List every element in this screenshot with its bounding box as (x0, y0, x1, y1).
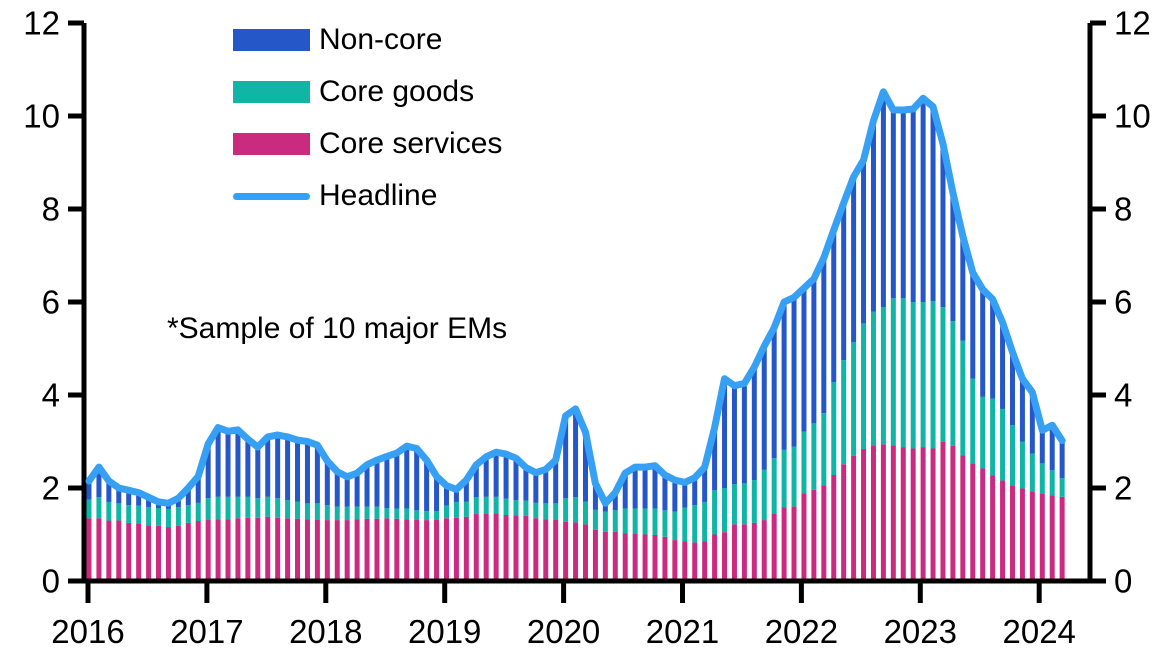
y-tick-label-left: 8 (42, 191, 60, 228)
y-tick-label-right: 2 (1114, 470, 1132, 507)
legend-item-core-goods: Core goods (233, 75, 502, 108)
y-tick-label-right: 4 (1114, 377, 1132, 414)
y-tick-label-left: 12 (23, 5, 60, 42)
y-tick-label-right: 8 (1114, 191, 1132, 228)
x-tick-label: 2022 (765, 613, 838, 650)
x-tick-label: 2018 (289, 613, 362, 650)
legend-item-core-services: Core services (233, 127, 502, 160)
x-tick-label: 2024 (1002, 613, 1075, 650)
core-goods-swatch-icon (233, 81, 310, 103)
y-tick-label-left: 4 (42, 377, 60, 414)
x-tick-label: 2017 (170, 613, 243, 650)
y-tick-label-left: 2 (42, 470, 60, 507)
legend-item-headline: Headline (233, 179, 502, 212)
y-tick-label-right: 6 (1114, 284, 1132, 321)
y-tick-label-right: 0 (1114, 563, 1132, 600)
legend: Non-core Core goods Core services Headli… (233, 23, 502, 236)
y-tick-label-right: 12 (1114, 5, 1151, 42)
stacked-bars (86, 91, 1065, 582)
y-tick-label-right: 10 (1114, 98, 1151, 135)
non-core-swatch-icon (233, 29, 310, 51)
legend-label: Headline (319, 179, 438, 212)
y-tick-label-left: 10 (23, 98, 60, 135)
core-services-swatch-icon (233, 133, 310, 155)
legend-label: Non-core (319, 23, 443, 56)
legend-item-non-core: Non-core (233, 23, 502, 56)
y-tick-label-left: 0 (42, 563, 60, 600)
x-ticks: 2016 2017 2018 2019 2020 2021 2022 2023 2024 (51, 583, 1076, 650)
sample-annotation: *Sample of 10 major EMs (167, 312, 508, 345)
y-ticks: 0 0 2 2 4 4 6 6 8 8 10 10 12 12 (23, 5, 1150, 600)
headline-line (85, 88, 1066, 507)
x-tick-label: 2020 (527, 613, 600, 650)
legend-label: Core goods (319, 75, 475, 108)
x-tick-label: 2023 (884, 613, 957, 650)
y-tick-label-left: 6 (42, 284, 60, 321)
legend-label: Core services (319, 127, 503, 160)
x-tick-label: 2016 (51, 613, 124, 650)
x-tick-label: 2021 (646, 613, 719, 650)
x-tick-label: 2019 (408, 613, 481, 650)
headline-line-swatch-icon (233, 192, 310, 200)
